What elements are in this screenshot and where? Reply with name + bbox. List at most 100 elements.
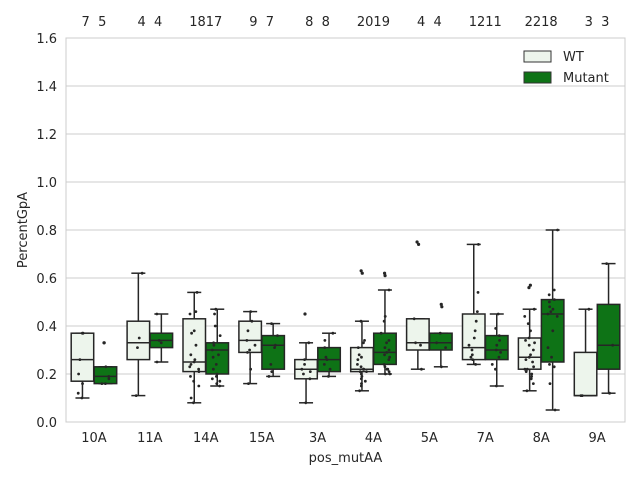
x-tick-label: 5A <box>421 431 438 446</box>
data-point <box>548 363 551 366</box>
data-point <box>523 315 527 318</box>
data-point <box>495 343 499 347</box>
data-point <box>490 363 494 366</box>
data-point <box>473 329 477 333</box>
data-point <box>140 271 144 275</box>
data-point <box>302 372 305 376</box>
data-point <box>80 396 84 400</box>
y-tick-labels: 0.0 0.2 0.4 0.6 0.8 1.0 1.2 1.4 1.6 <box>36 32 57 431</box>
data-point <box>555 315 559 318</box>
box-group-mutant-10a <box>93 341 118 385</box>
data-point <box>532 307 536 311</box>
data-point <box>419 343 422 347</box>
count-label: 1817 <box>189 15 222 30</box>
data-point <box>356 346 360 349</box>
y-tick-label: 0.0 <box>36 416 57 431</box>
data-point <box>608 391 611 395</box>
data-point <box>137 336 141 340</box>
box-iqr <box>93 366 118 385</box>
data-point <box>215 372 219 376</box>
data-point <box>470 353 474 357</box>
data-point <box>190 331 194 335</box>
data-point <box>356 358 360 361</box>
data-point <box>470 348 474 352</box>
box-group-mutant-7a <box>484 312 509 388</box>
data-point <box>210 348 214 352</box>
data-point <box>157 339 161 342</box>
data-point <box>530 375 534 378</box>
box-group-wt-8a <box>517 283 542 393</box>
data-point <box>467 343 471 347</box>
data-point <box>195 291 199 294</box>
x-tick-label: 3A <box>309 431 326 446</box>
data-point <box>414 341 417 345</box>
box-group-wt-9a <box>573 307 598 397</box>
data-point <box>494 367 497 371</box>
data-point <box>357 353 361 357</box>
box-iqr <box>205 342 230 375</box>
flier-point <box>439 302 443 306</box>
data-point <box>194 343 198 347</box>
flier-point <box>440 305 444 309</box>
count-label: 7 5 <box>82 15 107 30</box>
data-point <box>388 355 392 359</box>
data-point <box>412 317 416 321</box>
data-point <box>383 365 387 369</box>
data-point <box>547 300 551 304</box>
data-point <box>327 375 330 378</box>
data-point <box>548 305 552 309</box>
x-tick-label: 14A <box>193 431 219 446</box>
data-point <box>214 307 218 311</box>
data-point <box>474 363 478 366</box>
data-point <box>383 346 387 349</box>
legend-wt-label: WT <box>563 50 584 65</box>
count-label: 3 3 <box>585 15 610 30</box>
data-point <box>323 346 327 349</box>
data-point <box>435 341 439 345</box>
data-point <box>365 370 368 373</box>
data-point <box>387 370 391 373</box>
data-point <box>552 288 556 292</box>
data-point <box>546 312 550 316</box>
box-group-mutant-3a <box>317 331 342 378</box>
data-point <box>523 367 527 371</box>
data-point <box>211 367 215 371</box>
data-point <box>249 367 253 371</box>
box-group-wt-14a <box>182 291 207 405</box>
data-point <box>360 355 363 359</box>
x-tick-label: 10A <box>81 431 107 446</box>
data-point <box>194 310 198 313</box>
data-point <box>197 367 201 371</box>
data-point <box>382 319 386 323</box>
data-point <box>531 382 535 385</box>
data-point <box>386 367 390 371</box>
data-point <box>546 346 550 349</box>
box-group-mutant-11a <box>149 312 174 364</box>
data-point <box>525 367 529 371</box>
data-point <box>587 307 591 311</box>
data-point <box>197 370 201 373</box>
box-group-wt-4a <box>349 269 374 393</box>
data-point <box>494 348 498 352</box>
data-point <box>444 346 447 349</box>
data-point <box>155 360 159 364</box>
data-point <box>307 341 311 345</box>
data-point <box>155 312 159 316</box>
data-point <box>438 331 442 335</box>
data-point <box>474 319 478 323</box>
data-point <box>531 360 534 364</box>
data-point <box>387 348 391 352</box>
data-point <box>363 379 367 383</box>
data-point <box>192 329 196 333</box>
data-point <box>253 343 257 347</box>
data-point <box>103 382 107 385</box>
data-point <box>331 331 335 335</box>
box-iqr <box>596 303 621 370</box>
data-point <box>269 363 273 366</box>
data-point <box>497 355 501 359</box>
data-point <box>498 339 501 342</box>
data-point <box>385 341 388 345</box>
data-point <box>548 382 552 385</box>
data-point <box>100 382 104 385</box>
y-tick-label: 0.4 <box>36 320 57 335</box>
